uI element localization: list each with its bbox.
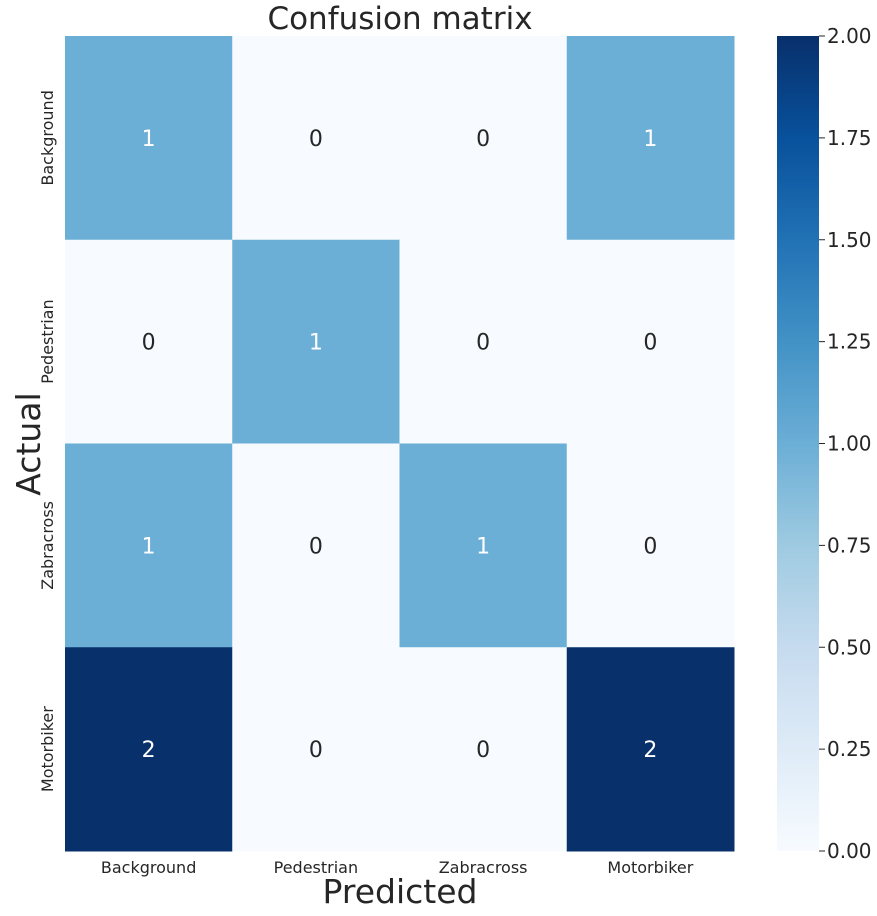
heatmap-cell [566, 239, 735, 444]
heatmap-cell [399, 443, 568, 648]
heatmap-cell [566, 647, 735, 852]
colorbar-tick-label: 2.00 [827, 24, 872, 48]
heatmap-cell [65, 239, 233, 444]
colorbar [777, 36, 819, 851]
cell-value-label: 0 [643, 331, 657, 356]
colorbar-tick-label: 0.50 [827, 635, 872, 659]
cell-value-label: 0 [309, 127, 323, 152]
cell-value-label: 1 [309, 331, 323, 356]
y-axis-label: Actual [9, 392, 48, 495]
cell-value-label: 1 [476, 534, 490, 559]
cell-value-label: 2 [142, 738, 156, 763]
chart-title: Confusion matrix [267, 1, 532, 37]
y-tick-label: Motorbiker [38, 706, 57, 792]
cell-value-label: 1 [142, 534, 156, 559]
cell-value-label: 0 [142, 331, 156, 356]
cell-value-label: 1 [142, 127, 156, 152]
y-tick-label: Zabracross [38, 501, 57, 590]
y-tick-labels: Background Pedestrian Zabracross Motorbiker [38, 90, 57, 792]
heatmap-cell [232, 443, 400, 648]
x-tick-label: Motorbiker [607, 858, 693, 877]
colorbar-tick-label: 1.50 [827, 228, 872, 252]
x-axis-label: Predicted [323, 872, 478, 911]
x-tick-labels: Background Pedestrian Zabracross Motorbiker [101, 858, 694, 877]
cell-value-label: 0 [309, 738, 323, 763]
cell-value-label: 0 [643, 534, 657, 559]
heatmap-cell [232, 36, 400, 241]
x-tick-label: Background [101, 858, 196, 877]
y-tick-label: Pedestrian [38, 299, 57, 384]
colorbar-tick-label: 0.75 [827, 533, 872, 557]
heatmap-cell [566, 36, 735, 241]
colorbar-tick-label: 1.75 [827, 126, 872, 150]
colorbar-tick-label: 0.00 [827, 839, 872, 863]
colorbar-tick-label: 1.00 [827, 432, 872, 456]
heatmap-cell [399, 239, 568, 444]
heatmap-cell [65, 36, 233, 241]
heatmap-cell [399, 36, 568, 241]
x-tick-label: Pedestrian [274, 858, 359, 877]
cell-value-label: 0 [476, 127, 490, 152]
cell-value-label: 1 [643, 127, 657, 152]
heatmap-cell [399, 647, 568, 852]
heatmap-cell [232, 647, 400, 852]
cell-value-label: 0 [476, 738, 490, 763]
heatmap-grid: 1 0 0 1 0 1 0 0 1 0 1 0 2 0 0 2 [65, 36, 735, 852]
x-tick-label: Zabracross [439, 858, 528, 877]
cell-value-label: 0 [309, 534, 323, 559]
heatmap-cell [566, 443, 735, 648]
cell-value-label: 0 [476, 331, 490, 356]
colorbar-tick-labels: 0.00 0.25 0.50 0.75 1.00 1.25 1.50 1.75 2.00 [819, 24, 872, 863]
heatmap-cell [65, 443, 233, 648]
colorbar-tick-label: 0.25 [827, 737, 872, 761]
heatmap-cell [65, 647, 233, 852]
y-tick-label: Background [38, 90, 57, 185]
colorbar-tick-label: 1.25 [827, 330, 872, 354]
cell-value-label: 2 [643, 738, 657, 763]
heatmap-cell [232, 239, 400, 444]
